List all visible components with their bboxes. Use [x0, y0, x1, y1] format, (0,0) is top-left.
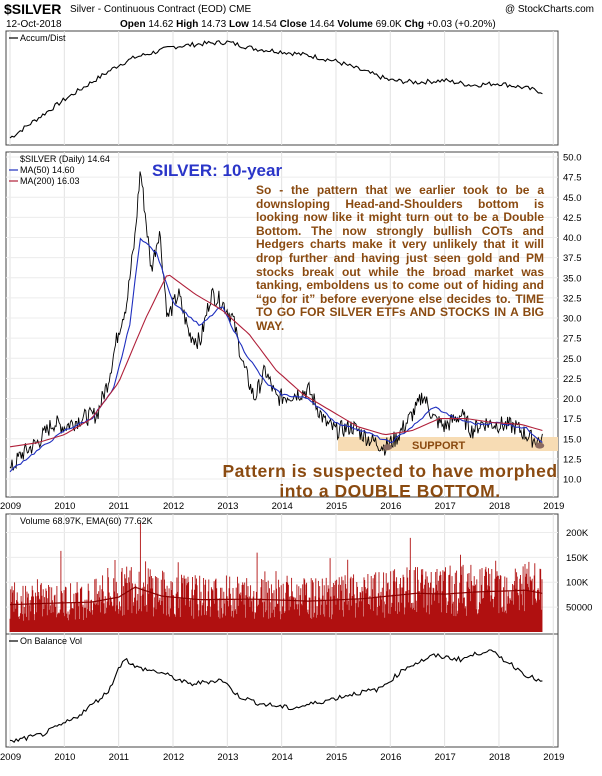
volume-panel-label: Volume 68.97K, EMA(60) 77.62K	[20, 516, 153, 526]
price-tick-13: 17.5	[563, 414, 582, 425]
year-tick-2: 2011	[109, 501, 129, 512]
year-tick-bottom-10: 2019	[543, 752, 564, 763]
price-series-2	[9, 274, 543, 448]
low-value: 14.54	[251, 19, 277, 30]
year-tick-bottom-1: 2010	[54, 752, 75, 763]
price-tick-9: 27.5	[563, 334, 582, 345]
year-tick-bottom-9: 2018	[489, 752, 510, 763]
year-tick-5: 2014	[272, 501, 293, 512]
year-tick-7: 2016	[380, 501, 401, 512]
year-tick-1: 2010	[54, 501, 75, 512]
annotation-title: SILVER: 10-year	[152, 161, 283, 180]
vol-tick-0: 200K	[566, 528, 589, 539]
vol-tick-3: 50000	[566, 603, 592, 614]
symbol-title: $SILVER	[4, 1, 62, 17]
volume-label: Volume	[337, 19, 373, 30]
price-tick-11: 22.5	[563, 374, 582, 385]
year-tick-6: 2015	[326, 501, 347, 512]
year-tick-9: 2018	[489, 501, 510, 512]
year-tick-bottom-2: 2011	[109, 752, 129, 763]
accum-label: Accum/Dist	[20, 33, 66, 43]
price-tick-8: 30.0	[563, 314, 582, 325]
year-tick-bottom-4: 2013	[217, 752, 238, 763]
year-tick-bottom-7: 2016	[380, 752, 401, 763]
year-tick-bottom-6: 2015	[326, 752, 347, 763]
chg-value: +0.03 (+0.20%)	[426, 19, 496, 30]
close-value: 14.64	[309, 19, 335, 30]
price-tick-10: 25.0	[563, 354, 582, 365]
high-label: High	[176, 19, 199, 30]
tick-labels: 50.0 47.5 45.0 42.5 40.0 37.5 35.0 32.5 30.0 27.5…	[0, 153, 592, 764]
series-layer	[9, 40, 545, 744]
price-tick-0: 50.0	[563, 153, 582, 164]
price-tick-16: 10.0	[563, 475, 582, 486]
year-tick-8: 2017	[435, 501, 456, 512]
bottom-marker-1	[535, 442, 545, 449]
volume-ema-line	[9, 586, 543, 606]
price-tick-12: 20.0	[563, 394, 582, 405]
bottom-marker-0	[383, 444, 393, 451]
open-value: 14.62	[148, 19, 174, 30]
year-tick-0: 2009	[0, 501, 21, 512]
price-tick-3: 42.5	[563, 213, 582, 224]
accum-dist-line	[9, 40, 543, 139]
open-label: Open	[120, 19, 146, 30]
price-tick-14: 15.0	[563, 434, 582, 445]
year-tick-bottom-0: 2009	[0, 752, 21, 763]
chart-date: 12-Oct-2018	[6, 19, 62, 30]
symbol-description: Silver - Continuous Contract (EOD) CME	[70, 4, 252, 15]
low-label: Low	[228, 19, 249, 30]
annotation-note: So - the pattern that we earlier took to…	[256, 183, 544, 333]
price-tick-15: 12.5	[563, 454, 582, 465]
year-tick-4: 2013	[217, 501, 238, 512]
vol-tick-2: 100K	[566, 578, 589, 589]
year-tick-bottom-3: 2012	[163, 752, 184, 763]
ma200-label: MA(200) 16.03	[20, 176, 80, 186]
price-tick-1: 47.5	[563, 173, 582, 184]
price-tick-5: 37.5	[563, 253, 582, 264]
obv-label: On Balance Vol	[20, 636, 82, 646]
vol-tick-1: 150K	[566, 553, 589, 564]
price-tick-6: 35.0	[563, 273, 582, 284]
year-tick-bottom-8: 2017	[435, 752, 456, 763]
year-tick-3: 2012	[163, 501, 184, 512]
annotation-pattern: Pattern is suspected to have morphed int…	[222, 461, 558, 501]
brand-label: @ StockCharts.com	[504, 4, 594, 15]
volume-value: 69.0K	[375, 19, 402, 30]
year-tick-bottom-5: 2014	[272, 752, 293, 763]
price-tick-2: 45.0	[563, 193, 582, 204]
support-label: SUPPORT	[412, 440, 465, 452]
year-tick-10: 2019	[543, 501, 564, 512]
price-tick-4: 40.0	[563, 233, 582, 244]
ohlc-readout: Open 14.62 High 14.73 Low 14.54 Close 14…	[120, 19, 496, 30]
volume-bars	[9, 522, 543, 632]
chg-label: Chg	[404, 19, 424, 30]
price-series-0	[9, 171, 543, 471]
price-tick-7: 32.5	[563, 293, 582, 304]
close-label: Close	[279, 19, 307, 30]
price-label: $SILVER (Daily) 14.64	[20, 154, 110, 164]
obv-line	[9, 649, 543, 744]
high-value: 14.73	[201, 19, 227, 30]
ma50-label: MA(50) 14.60	[20, 165, 75, 175]
